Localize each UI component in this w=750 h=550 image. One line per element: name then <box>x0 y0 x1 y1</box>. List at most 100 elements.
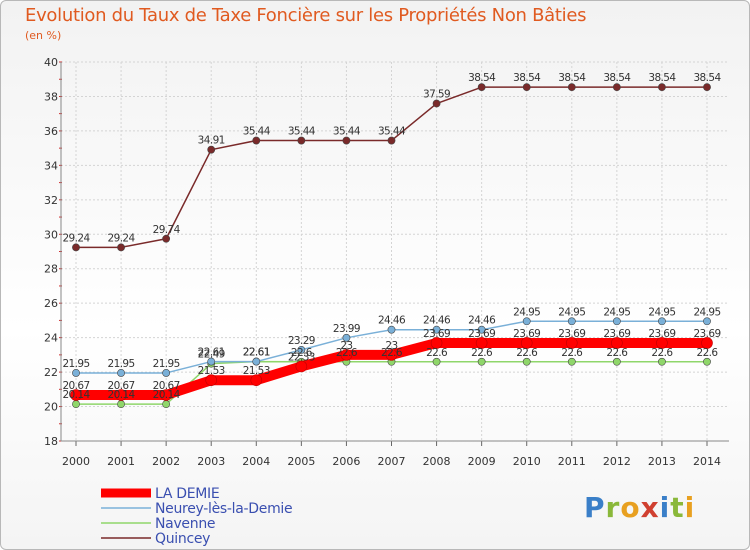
y-tick-label: 26 <box>44 297 58 310</box>
data-point <box>207 357 216 366</box>
data-label: 21.95 <box>108 358 135 370</box>
data-label: 20.67 <box>62 380 89 392</box>
data-point <box>611 337 623 349</box>
data-point <box>115 389 127 401</box>
data-point <box>658 357 666 366</box>
data-point <box>658 317 666 326</box>
data-label: 35.44 <box>333 126 361 138</box>
data-point <box>477 325 486 334</box>
x-tick-label: 2008 <box>423 455 451 468</box>
data-label: 38.54 <box>513 72 541 84</box>
data-point <box>252 357 261 366</box>
y-tick-label: 38 <box>44 90 58 103</box>
data-label: 35.44 <box>288 126 316 138</box>
x-tick-label: 2002 <box>152 455 180 468</box>
data-label: 23.69 <box>513 328 540 340</box>
data-point <box>522 357 531 366</box>
y-tick-label: 28 <box>44 263 58 276</box>
data-label: 37.59 <box>423 89 450 101</box>
x-tick-label: 2014 <box>693 455 721 468</box>
chart-title: Evolution du Taux de Taxe Foncière sur l… <box>25 5 587 26</box>
data-label: 24.46 <box>378 315 406 327</box>
data-point <box>162 234 171 243</box>
data-label: 22.6 <box>606 347 628 359</box>
data-point <box>656 337 668 349</box>
data-point <box>477 83 486 92</box>
x-tick-label: 2009 <box>468 455 496 468</box>
data-point <box>160 389 172 401</box>
data-point <box>701 337 713 349</box>
data-label: 21.53 <box>198 365 225 377</box>
data-point <box>205 374 218 386</box>
x-tick-label: 2001 <box>107 455 135 468</box>
data-point <box>295 360 308 373</box>
logo-letter: P <box>584 491 606 524</box>
x-tick-label: 2007 <box>378 455 406 468</box>
data-point <box>703 317 711 326</box>
legend: LA DEMIENeurey-lès-la-DemieNavenneQuince… <box>101 486 293 547</box>
data-label: 24.46 <box>468 315 496 327</box>
data-label: 23.69 <box>558 328 585 340</box>
legend-label: Quincey <box>155 531 210 547</box>
data-point <box>72 243 80 252</box>
data-label: 24.95 <box>648 306 675 318</box>
y-tick-label: 34 <box>44 159 58 172</box>
data-label: 38.54 <box>693 72 721 84</box>
data-label: 22.6 <box>651 347 673 359</box>
data-label: 20.67 <box>153 380 180 392</box>
data-point <box>567 83 576 92</box>
data-label: 35.44 <box>378 126 406 138</box>
data-point <box>477 357 486 366</box>
series-group <box>70 83 713 409</box>
data-label: 23.69 <box>423 328 450 340</box>
data-label: 38.54 <box>603 72 631 84</box>
data-point <box>70 389 82 401</box>
data-label: 24.95 <box>603 306 630 318</box>
data-label: 22.49 <box>198 349 225 361</box>
data-point <box>162 369 171 377</box>
data-label: 38.54 <box>468 72 496 84</box>
x-tick-label: 2004 <box>242 455 270 468</box>
y-tick-label: 32 <box>44 194 58 207</box>
data-label: 22.6 <box>426 347 448 359</box>
data-label: 34.91 <box>198 135 225 147</box>
data-label: 22.6 <box>697 347 719 359</box>
data-point <box>72 369 80 377</box>
data-point <box>387 325 396 334</box>
data-point <box>432 99 441 108</box>
data-label: 24.46 <box>423 315 451 327</box>
x-tick-label: 2010 <box>513 455 541 468</box>
data-label: 21.53 <box>243 365 270 377</box>
data-label: 22.6 <box>291 347 313 359</box>
data-label: 23.69 <box>693 328 720 340</box>
data-label: 20.14 <box>153 389 181 401</box>
data-label: 24.95 <box>693 306 720 318</box>
y-tick-label: 20 <box>44 401 58 414</box>
data-point <box>342 136 351 145</box>
y-tick-label: 18 <box>44 435 58 448</box>
data-point <box>432 325 441 334</box>
data-point <box>297 136 306 145</box>
y-tick-label: 24 <box>44 332 58 345</box>
data-label: 38.54 <box>648 72 676 84</box>
data-label: 23.69 <box>648 328 675 340</box>
logo-letter: i <box>684 491 696 524</box>
data-point <box>475 337 488 349</box>
data-point <box>432 357 441 366</box>
data-label: 22.6 <box>471 347 493 359</box>
logo-letter: o <box>620 491 641 524</box>
data-label: 22.61 <box>243 347 270 359</box>
axes: 18 20 22 24 26 28 30 32 34 36 38 40 2000 2001 2002 2003… <box>44 56 729 468</box>
logo-letter: t <box>670 491 685 524</box>
data-point <box>252 136 261 145</box>
data-point <box>565 337 578 349</box>
data-point <box>612 83 621 92</box>
data-label: 21.95 <box>62 358 89 370</box>
y-tick-label: 22 <box>44 366 58 379</box>
x-tick-label: 2005 <box>287 455 315 468</box>
x-tick-label: 2012 <box>603 455 631 468</box>
data-label: 38.54 <box>558 72 586 84</box>
data-point <box>387 136 396 145</box>
data-label: 22.6 <box>336 347 358 359</box>
data-point <box>117 400 125 409</box>
